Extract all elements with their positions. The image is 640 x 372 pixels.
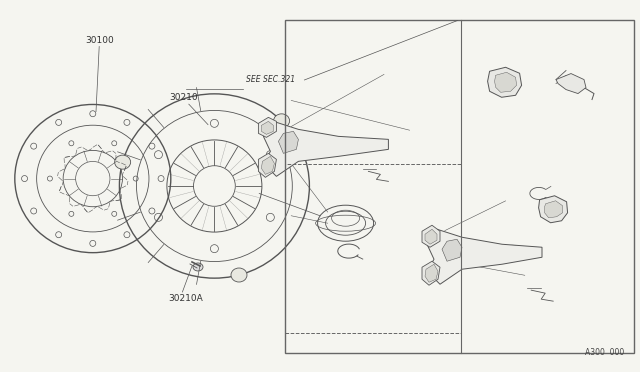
Ellipse shape xyxy=(502,245,522,259)
Ellipse shape xyxy=(273,114,289,128)
Text: 30210A: 30210A xyxy=(168,294,203,303)
Polygon shape xyxy=(261,121,273,134)
Polygon shape xyxy=(422,261,440,285)
Polygon shape xyxy=(425,229,437,244)
Polygon shape xyxy=(259,153,276,177)
Text: A300  000: A300 000 xyxy=(585,348,624,357)
Polygon shape xyxy=(422,225,440,247)
Polygon shape xyxy=(261,156,275,174)
Text: SEE SEC.321: SEE SEC.321 xyxy=(246,76,296,84)
Ellipse shape xyxy=(193,263,203,271)
Polygon shape xyxy=(488,67,522,97)
Bar xyxy=(285,164,461,333)
Polygon shape xyxy=(556,74,586,94)
Polygon shape xyxy=(442,239,462,261)
Ellipse shape xyxy=(339,137,358,151)
Polygon shape xyxy=(539,196,568,223)
Polygon shape xyxy=(259,117,276,137)
Polygon shape xyxy=(425,264,438,282)
Ellipse shape xyxy=(231,268,247,282)
Polygon shape xyxy=(278,131,298,153)
Polygon shape xyxy=(264,121,388,176)
Bar xyxy=(285,20,634,353)
Ellipse shape xyxy=(115,155,131,169)
Polygon shape xyxy=(495,72,516,92)
Polygon shape xyxy=(545,201,563,218)
Text: 30100: 30100 xyxy=(85,36,113,45)
Polygon shape xyxy=(427,229,542,284)
Text: 30210: 30210 xyxy=(170,93,198,102)
